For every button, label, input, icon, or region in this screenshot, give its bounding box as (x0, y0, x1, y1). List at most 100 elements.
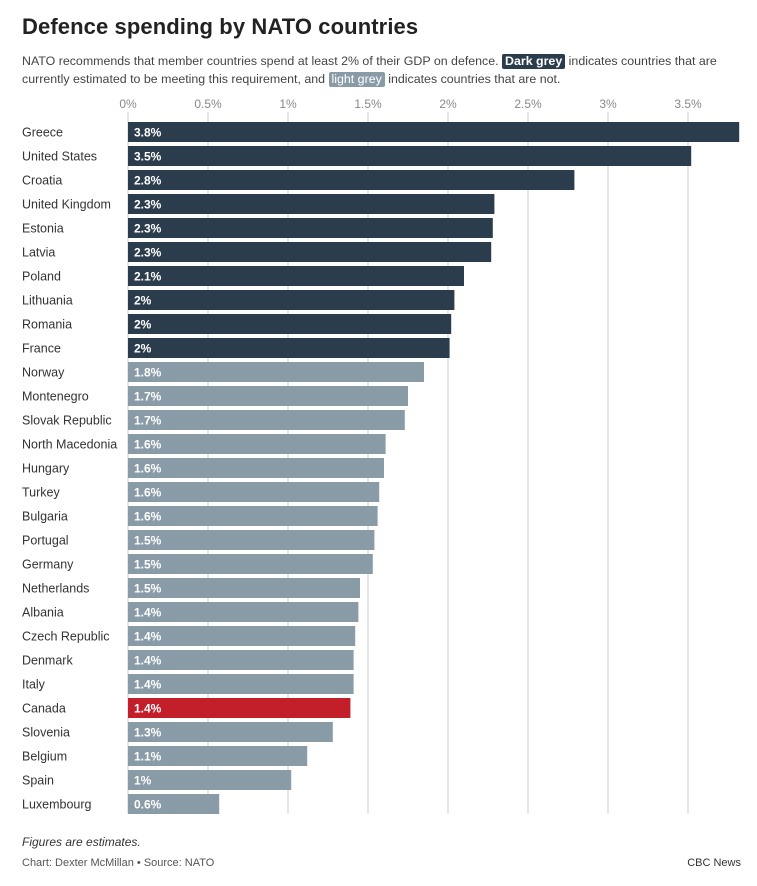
category-label: United Kingdom (22, 198, 111, 212)
publisher-name: CBC News (687, 857, 741, 869)
bar (128, 290, 455, 310)
data-label: 1.8% (134, 366, 162, 380)
category-label: Bulgaria (22, 510, 68, 524)
x-tick-label: 0% (119, 97, 137, 111)
bar (128, 698, 351, 718)
category-label: Romania (22, 318, 72, 332)
data-label: 2% (134, 294, 152, 308)
data-label: 1.6% (134, 462, 162, 476)
legend-chip-dark-grey: Dark grey (502, 54, 566, 69)
data-label: 2.3% (134, 246, 162, 260)
x-tick-label: 1.5% (354, 97, 382, 111)
value-labels: 3.8% 3.5% 2.8% 2.3% 2.3% 2.3% 2.1% 2% 2% 2% 1.8% 1.… (134, 126, 162, 812)
bar (128, 170, 575, 190)
data-label: 1.3% (134, 726, 162, 740)
data-label: 1.4% (134, 702, 162, 716)
data-label: 1.7% (134, 414, 162, 428)
footnote: Figures are estimates. (22, 835, 141, 849)
chart-subtitle: NATO recommends that member countries sp… (22, 52, 737, 88)
bar (128, 578, 360, 598)
bar (128, 746, 308, 766)
bar (128, 650, 354, 670)
category-label: Canada (22, 702, 66, 716)
data-label: 1.5% (134, 582, 162, 596)
data-label: 3.5% (134, 150, 162, 164)
category-label: Lithuania (22, 294, 73, 308)
category-label: United States (22, 150, 97, 164)
data-label: 1.4% (134, 678, 162, 692)
data-label: 2% (134, 318, 152, 332)
data-label: 1% (134, 774, 152, 788)
x-tick-label: 0.5% (194, 97, 222, 111)
category-label: Turkey (22, 486, 60, 500)
bars (128, 122, 740, 814)
bar (128, 770, 292, 790)
x-tick-label: 3% (599, 97, 617, 111)
category-label: Italy (22, 678, 46, 692)
subtitle-text-start: NATO recommends that member countries sp… (22, 54, 499, 68)
data-label: 1.6% (134, 438, 162, 452)
bar (128, 362, 424, 382)
category-label: Croatia (22, 174, 62, 188)
data-label: 1.6% (134, 510, 162, 524)
x-tick-label: 2.5% (514, 97, 542, 111)
bar (128, 434, 386, 454)
category-label: France (22, 342, 61, 356)
data-label: 2.8% (134, 174, 162, 188)
bar (128, 122, 740, 142)
x-tick-label: 1% (279, 97, 297, 111)
bar (128, 674, 354, 694)
bar (128, 386, 408, 406)
bar (128, 218, 493, 238)
data-label: 1.5% (134, 534, 162, 548)
bar (128, 602, 359, 622)
category-label: Hungary (22, 462, 70, 476)
data-label: 2.3% (134, 198, 162, 212)
data-label: 1.4% (134, 606, 162, 620)
subtitle-text-middle: indicates countries that are currently e… (22, 54, 717, 86)
category-label: Denmark (22, 654, 73, 668)
category-label: Norway (22, 366, 65, 380)
category-label: Estonia (22, 222, 64, 236)
bar (128, 554, 373, 574)
data-label: 2% (134, 342, 152, 356)
bar (128, 338, 450, 358)
bar-chart: 0% 0.5% 1% 1.5% 2% 2.5% 3% 3.5% Greece United St… (22, 97, 740, 814)
bar (128, 146, 692, 166)
x-axis-ticks: 0% 0.5% 1% 1.5% 2% 2.5% 3% 3.5% (119, 97, 702, 111)
chart-title: Defence spending by NATO countries (22, 14, 419, 39)
bar (128, 314, 452, 334)
bar (128, 242, 492, 262)
category-label: North Macedonia (22, 438, 117, 452)
category-label: Albania (22, 606, 64, 620)
category-labels: Greece United States Croatia United Kingdom… (22, 126, 117, 812)
bar (128, 194, 495, 214)
bar (128, 722, 333, 742)
bar (128, 266, 464, 286)
legend-chip-light-grey: light grey (328, 72, 385, 87)
data-label: 2.1% (134, 270, 162, 284)
bar (128, 794, 220, 814)
category-label: Spain (22, 774, 54, 788)
data-label: 2.3% (134, 222, 162, 236)
category-label: Portugal (22, 534, 69, 548)
category-label: Poland (22, 270, 61, 284)
data-label: 1.6% (134, 486, 162, 500)
data-label: 1.4% (134, 630, 162, 644)
bar (128, 458, 384, 478)
category-label: Belgium (22, 750, 67, 764)
bar (128, 626, 356, 646)
x-tick-label: 2% (439, 97, 457, 111)
data-label: 0.6% (134, 798, 162, 812)
category-label: Germany (22, 558, 74, 572)
category-label: Luxembourg (22, 798, 92, 812)
category-label: Montenegro (22, 390, 89, 404)
category-label: Netherlands (22, 582, 89, 596)
category-label: Slovak Republic (22, 414, 112, 428)
bar (128, 506, 378, 526)
data-label: 1.4% (134, 654, 162, 668)
x-tick-label: 3.5% (674, 97, 702, 111)
category-label: Latvia (22, 246, 55, 260)
category-label: Czech Republic (22, 630, 110, 644)
data-label: 1.7% (134, 390, 162, 404)
